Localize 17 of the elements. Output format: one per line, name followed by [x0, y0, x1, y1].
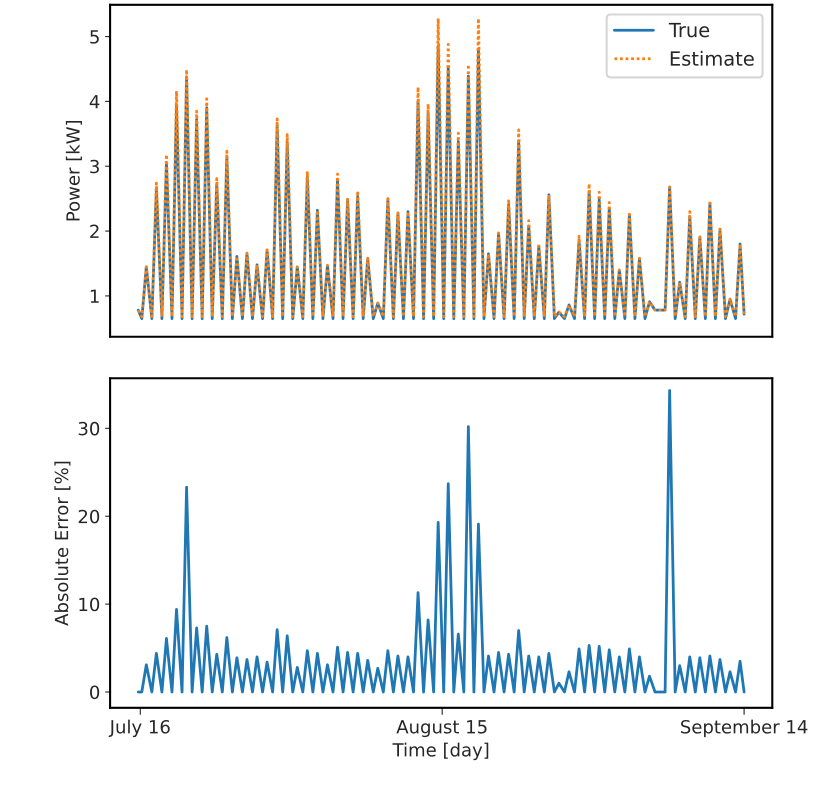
- y-tick-label: 20: [78, 510, 100, 524]
- y-axis-title: Absolute Error [%]: [54, 462, 70, 626]
- y-tick-label: 30: [78, 422, 100, 436]
- y-tick-label: 4: [90, 95, 100, 108]
- y-tick-label: 3: [90, 160, 99, 174]
- y-tick-label: 5: [90, 30, 99, 44]
- y-axis-title: Power [kW]: [66, 120, 82, 220]
- legend-label: True: [668, 22, 710, 38]
- x-tick-label: September 14: [681, 720, 808, 738]
- x-axis-title: Time [day]: [392, 742, 488, 760]
- y-tick-label: 1: [90, 290, 99, 303]
- y-tick-label: 2: [90, 224, 99, 238]
- x-tick-label: August 15: [396, 720, 487, 738]
- y-tick-label: 0: [90, 685, 100, 700]
- x-tick-label: July 16: [108, 720, 170, 738]
- y-tick-label: 10: [79, 598, 100, 612]
- legend-label: Estimate: [670, 50, 754, 66]
